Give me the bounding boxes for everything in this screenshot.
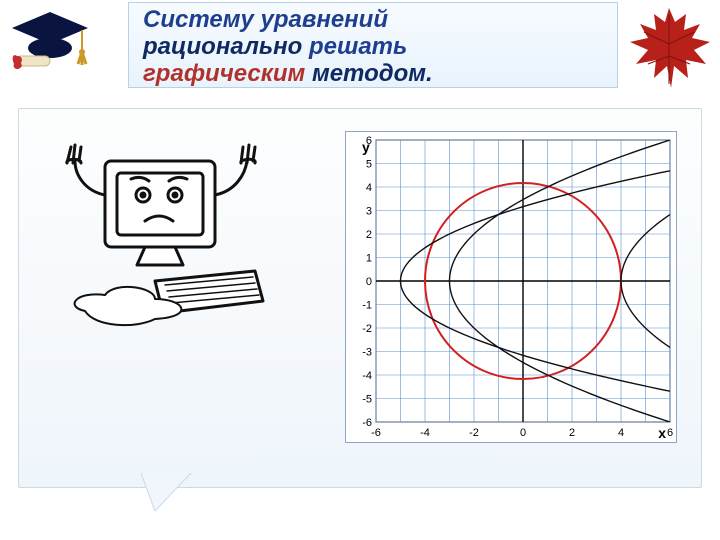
title-line2-a: рационально (143, 33, 302, 60)
title-line3-a: графическим (143, 60, 305, 87)
svg-text:3: 3 (366, 206, 372, 218)
svg-text:1: 1 (366, 253, 372, 265)
svg-text:-6: -6 (371, 427, 381, 439)
svg-text:-5: -5 (362, 394, 372, 406)
svg-text:0: 0 (366, 276, 372, 288)
svg-text:-2: -2 (362, 323, 372, 335)
svg-text:5: 5 (366, 159, 372, 171)
maple-leaf-icon (624, 2, 714, 92)
svg-text:-4: -4 (362, 370, 372, 382)
svg-text:x: x (658, 425, 666, 441)
svg-text:-1: -1 (362, 300, 372, 312)
graduation-cap-icon (10, 2, 118, 90)
svg-text:-4: -4 (420, 427, 430, 439)
svg-text:-2: -2 (469, 427, 479, 439)
title-line3-b: методом. (305, 60, 432, 87)
cartoon-computer-icon (45, 131, 285, 331)
svg-text:6: 6 (667, 427, 673, 439)
title-line1: Систему уравнений (143, 6, 388, 33)
speech-tail-icon (141, 473, 221, 513)
system-graph: 6543210-1-2-3-4-5-6-6-4-20246yx (345, 131, 677, 443)
svg-text:2: 2 (569, 427, 575, 439)
svg-text:2: 2 (366, 229, 372, 241)
svg-text:4: 4 (618, 427, 624, 439)
svg-text:0: 0 (520, 427, 526, 439)
content-panel: 6543210-1-2-3-4-5-6-6-4-20246yx (18, 108, 702, 488)
svg-text:-3: -3 (362, 347, 372, 359)
title-line2-b: решать (302, 33, 407, 60)
slide-title: Систему уравнений рационально решать гра… (128, 2, 618, 88)
svg-text:y: y (362, 139, 370, 155)
svg-text:4: 4 (366, 182, 372, 194)
